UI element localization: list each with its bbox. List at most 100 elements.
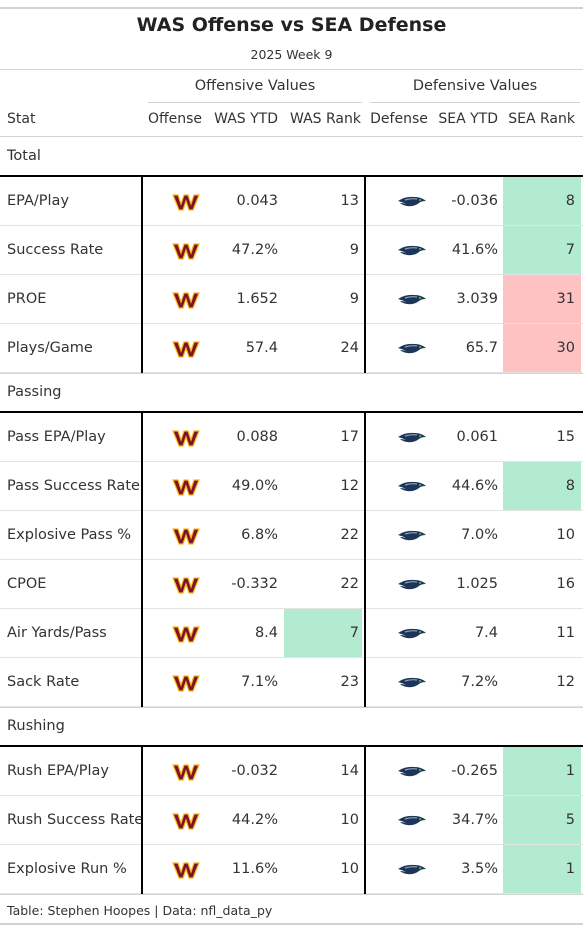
seahawks-logo-icon [367, 845, 457, 894]
was-rank-value: 24 [340, 340, 359, 356]
sea-ytd-value: 7.0% [461, 527, 498, 543]
group-bottom-rule [0, 707, 583, 708]
was-ytd-value: 57.4 [245, 340, 278, 356]
was-ytd-value: 1.652 [236, 291, 278, 307]
seahawks-logo-icon [367, 560, 457, 609]
was-rank-value: 9 [349, 291, 359, 307]
commanders-logo-icon [143, 845, 229, 894]
commanders-logo-icon [143, 511, 229, 560]
row-divider [0, 706, 583, 707]
table-row: CPOE -0.332 22 1.025 16 [0, 560, 583, 609]
seahawks-logo-icon [367, 658, 457, 707]
stat-name: Pass EPA/Play [7, 429, 106, 445]
commanders-logo-icon [143, 324, 229, 373]
seahawks-logo-icon [367, 609, 457, 658]
sea-ytd-value: 41.6% [451, 242, 498, 258]
row-divider [0, 323, 583, 324]
spanner-defensive-rule [370, 102, 580, 103]
stat-name: Explosive Run % [7, 861, 127, 877]
group-label-rushing: Rushing [7, 718, 65, 734]
sea-ytd-value: 3.5% [461, 861, 498, 877]
stat-name: Plays/Game [7, 340, 93, 356]
table-row: Pass EPA/Play 0.088 17 0.061 15 [0, 413, 583, 462]
highlight-sea-rank [503, 462, 581, 511]
spanner-offensive-rule [148, 102, 362, 103]
group-label-total: Total [7, 148, 41, 164]
top-rule [0, 7, 583, 9]
row-divider [0, 372, 583, 373]
commanders-logo-icon [143, 462, 229, 511]
table-row: Air Yards/Pass 8.4 7 7.4 11 [0, 609, 583, 658]
defense-divider [364, 411, 366, 707]
col-header-defense: Defense [370, 111, 428, 127]
sea-rank-value: 11 [556, 625, 575, 641]
sea-ytd-value: 7.2% [461, 674, 498, 690]
table-row: Rush EPA/Play -0.032 14 -0.265 1 [0, 747, 583, 796]
sea-rank-value: 16 [556, 576, 575, 592]
row-divider [0, 225, 583, 226]
stat-name: Pass Success Rate [7, 478, 140, 494]
seahawks-logo-icon [367, 324, 457, 373]
seahawks-logo-icon [367, 413, 457, 462]
group-bottom-rule [0, 373, 583, 374]
stat-name: Sack Rate [7, 674, 80, 690]
sea-ytd-value: 44.6% [451, 478, 498, 494]
commanders-logo-icon [143, 609, 229, 658]
was-ytd-value: 0.088 [236, 429, 278, 445]
highlight-sea-rank [503, 747, 581, 796]
col-header-sea-ytd: SEA YTD [438, 111, 498, 127]
highlight-sea-rank [503, 324, 581, 373]
sea-rank-value: 15 [556, 429, 575, 445]
highlight-sea-rank [503, 796, 581, 845]
table-row: EPA/Play 0.043 13 -0.036 8 [0, 177, 583, 226]
stat-name: Rush EPA/Play [7, 763, 109, 779]
col-header-sea-rank: SEA Rank [508, 111, 575, 127]
stat-name: CPOE [7, 576, 47, 592]
sea-ytd-value: 34.7% [451, 812, 498, 828]
row-divider [0, 844, 583, 845]
commanders-logo-icon [143, 226, 229, 275]
offense-divider [141, 745, 143, 894]
sea-rank-value: 8 [565, 193, 575, 209]
was-rank-value: 23 [340, 674, 359, 690]
commanders-logo-icon [143, 177, 229, 226]
was-rank-value: 7 [349, 625, 359, 641]
bottom-rule [0, 923, 583, 925]
was-ytd-value: 44.2% [231, 812, 278, 828]
row-divider [0, 461, 583, 462]
spanner-defensive: Defensive Values [412, 78, 538, 94]
sea-rank-value: 1 [565, 861, 575, 877]
highlight-sea-rank [503, 226, 581, 275]
commanders-logo-icon [143, 747, 229, 796]
sea-rank-value: 30 [556, 340, 575, 356]
spanner-offensive: Offensive Values [194, 78, 316, 94]
seahawks-logo-icon [367, 511, 457, 560]
was-ytd-value: 6.8% [241, 527, 278, 543]
defense-divider [364, 745, 366, 894]
highlight-sea-rank [503, 275, 581, 324]
was-ytd-value: -0.032 [231, 763, 278, 779]
sea-ytd-value: 3.039 [456, 291, 498, 307]
col-header-was-rank: WAS Rank [290, 111, 361, 127]
col-header-stat: Stat [7, 111, 36, 127]
was-ytd-value: 8.4 [254, 625, 278, 641]
sea-rank-value: 10 [556, 527, 575, 543]
was-rank-value: 13 [340, 193, 359, 209]
table-row: Rush Success Rate 44.2% 10 34.7% 5 [0, 796, 583, 845]
offense-divider [141, 411, 143, 707]
sea-rank-value: 12 [556, 674, 575, 690]
was-rank-value: 14 [340, 763, 359, 779]
was-ytd-value: 49.0% [231, 478, 278, 494]
col-header-was-ytd: WAS YTD [214, 111, 278, 127]
row-divider [0, 274, 583, 275]
row-divider [0, 510, 583, 511]
was-ytd-value: 0.043 [236, 193, 278, 209]
stat-name: Success Rate [7, 242, 104, 258]
table-title: WAS Offense vs SEA Defense [136, 14, 447, 36]
seahawks-logo-icon [367, 462, 457, 511]
column-header-rule [0, 136, 583, 137]
sea-rank-value: 1 [565, 763, 575, 779]
sea-ytd-value: 65.7 [465, 340, 498, 356]
was-ytd-value: -0.332 [231, 576, 278, 592]
